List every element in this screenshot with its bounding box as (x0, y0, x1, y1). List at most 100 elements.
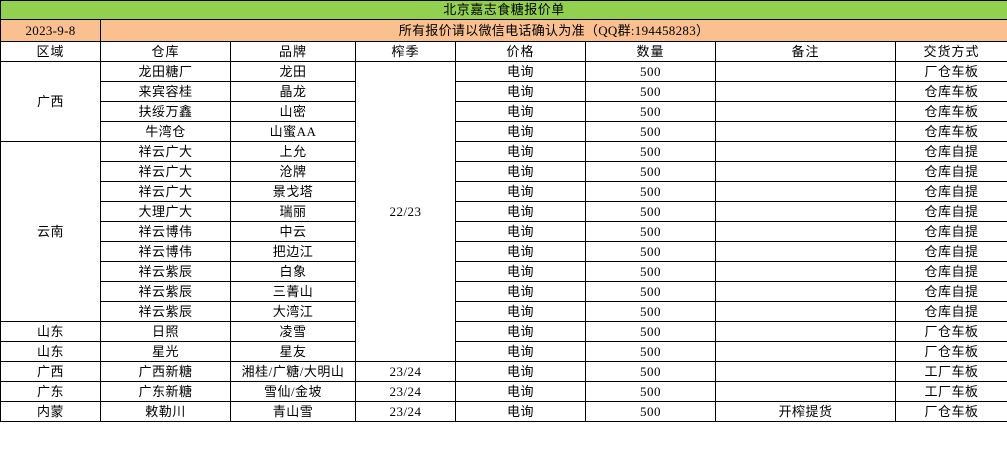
table-row: 山东 日照 凌雪 电询 500 厂仓车板 (0, 321, 1007, 342)
warehouse-cell: 龙田糖厂 (100, 61, 231, 82)
delivery-cell: 仓库自提 (894, 241, 1007, 262)
quantity-cell: 500 (585, 161, 716, 182)
warehouse-cell: 祥云博伟 (100, 221, 231, 242)
brand-cell: 中云 (230, 221, 356, 242)
remark-cell (715, 361, 896, 382)
warehouse-cell: 祥云紫辰 (100, 281, 231, 302)
remark-cell (715, 281, 896, 302)
remark-cell (715, 161, 896, 182)
quantity-cell: 500 (585, 381, 716, 402)
table-row: 祥云紫辰 白象 电询 500 仓库自提 (1, 261, 1007, 282)
brand-cell: 沧牌 (230, 161, 356, 182)
delivery-cell: 仓库自提 (894, 181, 1007, 202)
quantity-cell: 500 (585, 341, 716, 362)
notice-row: 2023-9-8 所有报价请以微信电话确认为准（QQ群:194458283） (0, 19, 1007, 42)
warehouse-cell: 祥云紫辰 (100, 261, 231, 282)
warehouse-cell: 星光 (100, 341, 231, 362)
table-row: 祥云广大 景戈塔 电询 500 仓库自提 (1, 181, 1007, 202)
price-cell: 电询 (455, 161, 586, 182)
warehouse-cell: 扶绥万鑫 (100, 101, 231, 122)
brand-cell: 把边江 (230, 241, 356, 262)
table-row: 祥云广大 沧牌 电询 500 仓库自提 (1, 161, 1007, 182)
quantity-cell: 500 (585, 401, 716, 422)
remark-cell (715, 81, 896, 102)
warehouse-cell: 大理广大 (100, 201, 231, 222)
brand-cell: 青山雪 (230, 401, 356, 422)
brand-cell: 白象 (230, 261, 356, 282)
table-row: 云南 祥云广大 上允 电询 500 仓库自提 (0, 141, 1007, 322)
price-cell: 电询 (455, 141, 586, 162)
table-row: 祥云博伟 中云 电询 500 仓库自提 (1, 221, 1007, 242)
price-cell: 电询 (455, 81, 586, 102)
delivery-cell: 仓库车板 (894, 81, 1007, 102)
brand-cell: 晶龙 (230, 81, 356, 102)
column-header-quantity: 数量 (585, 41, 716, 62)
delivery-cell: 工厂车板 (894, 361, 1007, 382)
warehouse-cell: 广西新糖 (100, 361, 231, 382)
quantity-cell: 500 (585, 321, 716, 342)
table-row: 内蒙 敕勒川 青山雪 23/24 电询 500 开榨提货 厂仓车板 (0, 401, 1007, 422)
table-row: 祥云博伟 把边江 电询 500 仓库自提 (1, 241, 1007, 262)
warehouse-cell: 祥云广大 (100, 141, 231, 162)
delivery-cell: 仓库车板 (894, 101, 1007, 122)
quantity-cell: 500 (585, 301, 716, 322)
warehouse-cell: 广东新糖 (100, 381, 231, 402)
price-cell: 电询 (455, 381, 586, 402)
price-cell: 电询 (455, 261, 586, 282)
quantity-cell: 500 (585, 281, 716, 302)
price-cell: 电询 (455, 321, 586, 342)
remark-cell (715, 341, 896, 362)
delivery-cell: 仓库自提 (894, 301, 1007, 322)
price-cell: 电询 (455, 201, 586, 222)
price-cell: 电询 (455, 341, 586, 362)
remark-cell (715, 301, 896, 322)
column-header-brand: 品牌 (230, 41, 356, 62)
brand-cell: 星友 (230, 341, 356, 362)
quantity-cell: 500 (585, 141, 716, 162)
brand-cell: 山密 (230, 101, 356, 122)
region-guangxi-new: 广西 (0, 361, 101, 382)
warehouse-cell: 祥云广大 (100, 161, 231, 182)
page-title: 北京嘉志食糖报价单 (0, 0, 1007, 20)
table-row: 广西 广西新糖 湘桂/广糖/大明山 23/24 电询 500 工厂车板 (0, 361, 1007, 382)
remark-cell (715, 221, 896, 242)
price-cell: 电询 (455, 121, 586, 142)
price-cell: 电询 (455, 401, 586, 422)
delivery-cell: 仓库自提 (894, 261, 1007, 282)
table-row: 广东 广东新糖 雪仙/金坡 23/24 电询 500 工厂车板 (0, 381, 1007, 402)
warehouse-cell: 牛湾仓 (100, 121, 231, 142)
warehouse-cell: 祥云广大 (100, 181, 231, 202)
price-cell: 电询 (455, 301, 586, 322)
brand-cell: 凌雪 (230, 321, 356, 342)
quantity-cell: 500 (585, 261, 716, 282)
quantity-cell: 500 (585, 361, 716, 382)
delivery-cell: 仓库自提 (894, 281, 1007, 302)
column-header-remark: 备注 (715, 41, 896, 62)
delivery-cell: 厂仓车板 (894, 341, 1007, 362)
remark-cell (715, 201, 896, 222)
table-row: 祥云紫辰 大湾江 电询 500 仓库自提 (1, 301, 1007, 322)
price-cell: 电询 (455, 221, 586, 242)
brand-cell: 龙田 (230, 61, 356, 82)
price-cell: 电询 (455, 281, 586, 302)
quantity-cell: 500 (585, 201, 716, 222)
remark-cell (715, 61, 896, 82)
delivery-cell: 仓库车板 (894, 121, 1007, 142)
brand-cell: 三菁山 (230, 281, 356, 302)
region-yunnan: 云南 (0, 141, 101, 322)
warehouse-cell: 来宾容桂 (100, 81, 231, 102)
brand-cell: 山蜜AA (230, 121, 356, 142)
column-header-row: 区域 仓库 品牌 榨季 价格 数量 备注 交货方式 (0, 41, 1007, 62)
column-header-region: 区域 (0, 41, 101, 62)
region-shandong: 山东 (0, 341, 101, 362)
warehouse-cell: 日照 (100, 321, 231, 342)
column-header-price: 价格 (455, 41, 586, 62)
remark-cell (715, 381, 896, 402)
price-cell: 电询 (455, 361, 586, 382)
brand-cell: 景戈塔 (230, 181, 356, 202)
notice-text: 所有报价请以微信电话确认为准（QQ群:194458283） (99, 19, 1007, 42)
brand-cell: 湘桂/广糖/大明山 (230, 361, 356, 382)
remark-cell (715, 321, 896, 342)
price-cell: 电询 (455, 241, 586, 262)
